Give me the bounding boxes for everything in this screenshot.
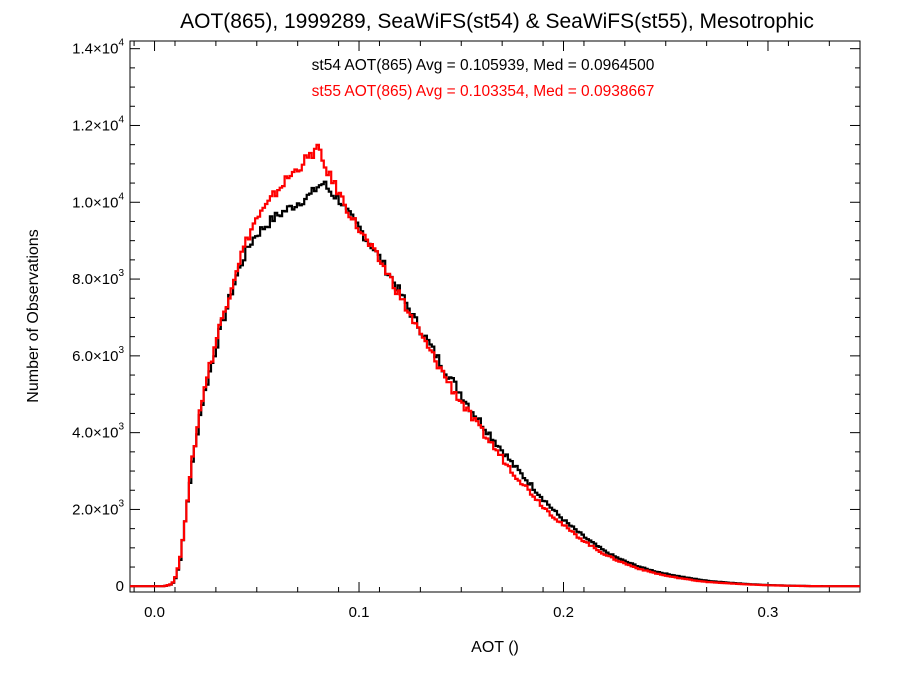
x-tick-label: 0.2 xyxy=(553,604,574,621)
y-tick-label: 4.0×103 xyxy=(72,422,124,442)
chart-title: AOT(865), 1999289, SeaWiFS(st54) & SeaWi… xyxy=(180,10,814,33)
y-tick-label: 6.0×103 xyxy=(72,345,124,365)
legend-st55: st55 AOT(865) Avg = 0.103354, Med = 0.09… xyxy=(312,83,655,100)
y-tick-label: 1.4×104 xyxy=(72,38,124,58)
y-axis-label: Number of Observations xyxy=(25,229,42,402)
axis-ticks: 0.0 0.1 0.2 0.3 0 2.0×103 4.0×103 6.0×103 8.0×10… xyxy=(72,38,860,621)
x-tick-label: 0.0 xyxy=(144,604,165,621)
y-tick-label: 0 xyxy=(116,578,124,595)
y-tick-label: 8.0×103 xyxy=(72,268,124,288)
series-line-st54 xyxy=(130,180,860,588)
y-tick-label: 1.0×104 xyxy=(72,191,124,211)
y-tick-label: 1.2×104 xyxy=(72,114,124,134)
legend-st54: st54 AOT(865) Avg = 0.105939, Med = 0.09… xyxy=(312,57,655,74)
series-line-st55 xyxy=(130,143,860,588)
x-axis-label: AOT () xyxy=(471,639,519,656)
x-tick-label: 0.3 xyxy=(758,604,779,621)
plot-frame xyxy=(129,40,861,593)
series-lines xyxy=(130,143,860,588)
y-tick-label: 2.0×103 xyxy=(72,498,124,518)
x-tick-label: 0.1 xyxy=(349,604,370,621)
